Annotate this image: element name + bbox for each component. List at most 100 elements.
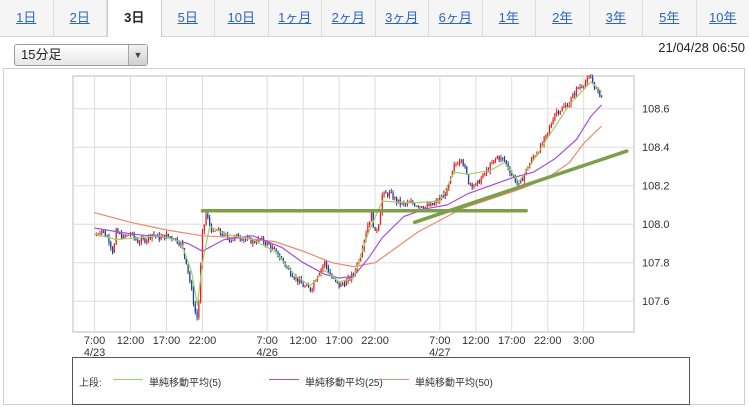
tab-10[interactable]: 1年 — [483, 0, 536, 36]
candle — [458, 161, 461, 164]
candle — [556, 111, 558, 114]
candle — [491, 163, 493, 164]
candle — [552, 120, 554, 125]
candle — [410, 201, 412, 203]
candle — [191, 281, 193, 290]
tab-11[interactable]: 2年 — [536, 0, 590, 36]
x-tick-label: 22:00 — [534, 335, 562, 347]
candle — [302, 283, 304, 287]
candle — [309, 287, 311, 292]
candle — [521, 179, 524, 181]
tab-4[interactable]: 5日 — [162, 0, 215, 36]
candle — [394, 197, 396, 200]
candle — [597, 87, 599, 91]
candle — [451, 170, 454, 177]
candle — [104, 231, 106, 237]
tab-3[interactable]: 3日 — [107, 0, 162, 37]
candle — [493, 160, 495, 164]
y-tick-label: 108.4 — [642, 142, 670, 154]
candle — [209, 217, 211, 225]
ma25-line — [94, 104, 603, 279]
candle — [219, 228, 222, 234]
candle — [297, 277, 299, 282]
candle — [396, 197, 398, 203]
candle — [237, 234, 240, 238]
candle — [345, 280, 347, 286]
candle — [343, 283, 346, 286]
candle — [99, 233, 101, 235]
candle — [126, 234, 128, 237]
candle — [503, 158, 506, 161]
y-tick-label: 108.2 — [642, 181, 670, 193]
candle — [306, 285, 308, 287]
candle — [599, 90, 601, 97]
candle — [210, 224, 213, 232]
candle — [171, 236, 173, 239]
candle — [424, 206, 427, 209]
candle — [500, 157, 502, 160]
candle — [253, 240, 256, 243]
tab-9[interactable]: 6ヶ月 — [429, 0, 483, 36]
x-date-label: 4/26 — [256, 347, 277, 359]
tab-12[interactable]: 3年 — [590, 0, 643, 36]
tab-2[interactable]: 2日 — [54, 0, 107, 36]
candle — [518, 183, 520, 184]
candle — [250, 237, 252, 244]
candle — [268, 242, 270, 245]
candle — [156, 234, 159, 236]
tab-13[interactable]: 5年 — [643, 0, 697, 36]
interval-select[interactable]: 15分足 ▼ — [14, 44, 148, 66]
candle — [243, 239, 245, 241]
candle — [129, 234, 132, 236]
candle — [201, 231, 204, 266]
candle — [113, 244, 115, 253]
candle — [110, 242, 112, 248]
legend-line-ma25 — [269, 379, 299, 380]
candle — [235, 234, 238, 237]
candle — [198, 301, 200, 318]
candle — [336, 280, 338, 283]
legend-label-ma50: 単純移動平均(50) — [415, 378, 493, 389]
tab-7[interactable]: 2ヶ月 — [322, 0, 376, 36]
candle — [557, 111, 560, 114]
candle — [135, 237, 137, 240]
candle — [577, 87, 579, 89]
candle — [352, 273, 355, 275]
period-tabs: 1日 2日 3日 5日 10日 1ヶ月 2ヶ月 3ヶ月 6ヶ月 1年 2年 3年 5年 10年 — [0, 0, 749, 37]
candle — [579, 87, 581, 89]
candle — [559, 111, 561, 114]
tab-6[interactable]: 1ヶ月 — [269, 0, 322, 36]
tab-8[interactable]: 3ヶ月 — [376, 0, 429, 36]
candle — [485, 169, 488, 174]
candle — [455, 164, 457, 166]
candle — [403, 202, 405, 204]
tab-5[interactable]: 10日 — [215, 0, 269, 36]
candle — [417, 205, 419, 207]
candle — [520, 179, 522, 184]
candle — [214, 230, 216, 232]
candle — [194, 304, 196, 313]
candle — [115, 229, 117, 245]
candle — [460, 159, 463, 162]
candle — [270, 244, 272, 250]
candle — [147, 235, 150, 240]
candle — [367, 224, 369, 233]
candle — [431, 203, 434, 206]
tab-14[interactable]: 10年 — [709, 10, 737, 25]
candle — [476, 180, 479, 184]
candle — [257, 238, 259, 243]
candle — [138, 242, 141, 244]
plot-area — [72, 75, 635, 333]
x-tick-label: 17:00 — [153, 335, 181, 347]
candle — [390, 191, 392, 193]
candle — [146, 239, 148, 243]
candle — [547, 132, 549, 135]
candle — [574, 94, 576, 96]
candle — [196, 312, 198, 318]
tab-1[interactable]: 1日 — [0, 0, 54, 36]
candle — [280, 257, 283, 259]
candle — [370, 212, 373, 222]
candle — [169, 236, 171, 238]
candle — [282, 258, 285, 262]
candle — [494, 158, 497, 161]
